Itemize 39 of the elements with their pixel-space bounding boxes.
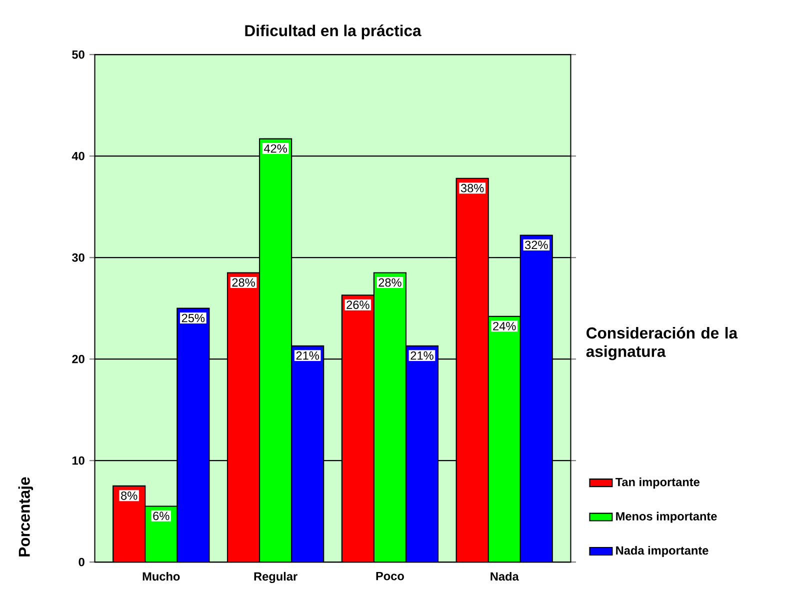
y-tick-label: 50 — [72, 50, 84, 59]
data-label: 32% — [525, 240, 548, 249]
bar — [291, 345, 324, 562]
chart-title: Dificultad en la práctica — [245, 24, 422, 40]
y-tick-label: 0 — [78, 558, 84, 566]
bar — [488, 316, 521, 562]
data-label: 28% — [232, 278, 255, 286]
y-tick-label: 20 — [72, 354, 84, 364]
data-label: 25% — [182, 314, 205, 322]
legend-label: Menos importante — [616, 512, 717, 523]
y-tick-label: 30 — [72, 253, 84, 262]
data-label: 24% — [493, 322, 516, 330]
x-tick-label: Mucho — [142, 572, 180, 580]
data-label: 42% — [264, 144, 287, 152]
y-axis-title: Porcentaje — [18, 477, 34, 556]
x-tick-label: Nada — [490, 572, 519, 580]
bar — [226, 272, 260, 562]
bar — [405, 345, 439, 562]
bar — [259, 138, 292, 562]
y-tick-label: 10 — [72, 456, 84, 465]
bar — [456, 178, 489, 562]
bar — [520, 234, 553, 562]
data-label: 6% — [153, 512, 170, 520]
bar — [341, 294, 374, 562]
bar — [373, 272, 406, 562]
legend-label: Tan importante — [615, 477, 700, 488]
data-label: 21% — [410, 351, 434, 360]
data-label: 38% — [460, 184, 484, 192]
legend-title: Consideración de la asignatura — [586, 326, 738, 360]
data-label: 21% — [296, 351, 319, 360]
y-tick-label: 40 — [72, 152, 84, 160]
legend-label: Nada importante — [616, 546, 708, 557]
bar — [112, 485, 146, 562]
data-label: 26% — [346, 300, 370, 309]
bar — [176, 308, 210, 562]
data-label: 28% — [378, 278, 402, 286]
x-tick-label: Poco — [376, 572, 404, 580]
data-label: 8% — [121, 491, 138, 500]
x-tick-label: Regular — [254, 572, 298, 583]
